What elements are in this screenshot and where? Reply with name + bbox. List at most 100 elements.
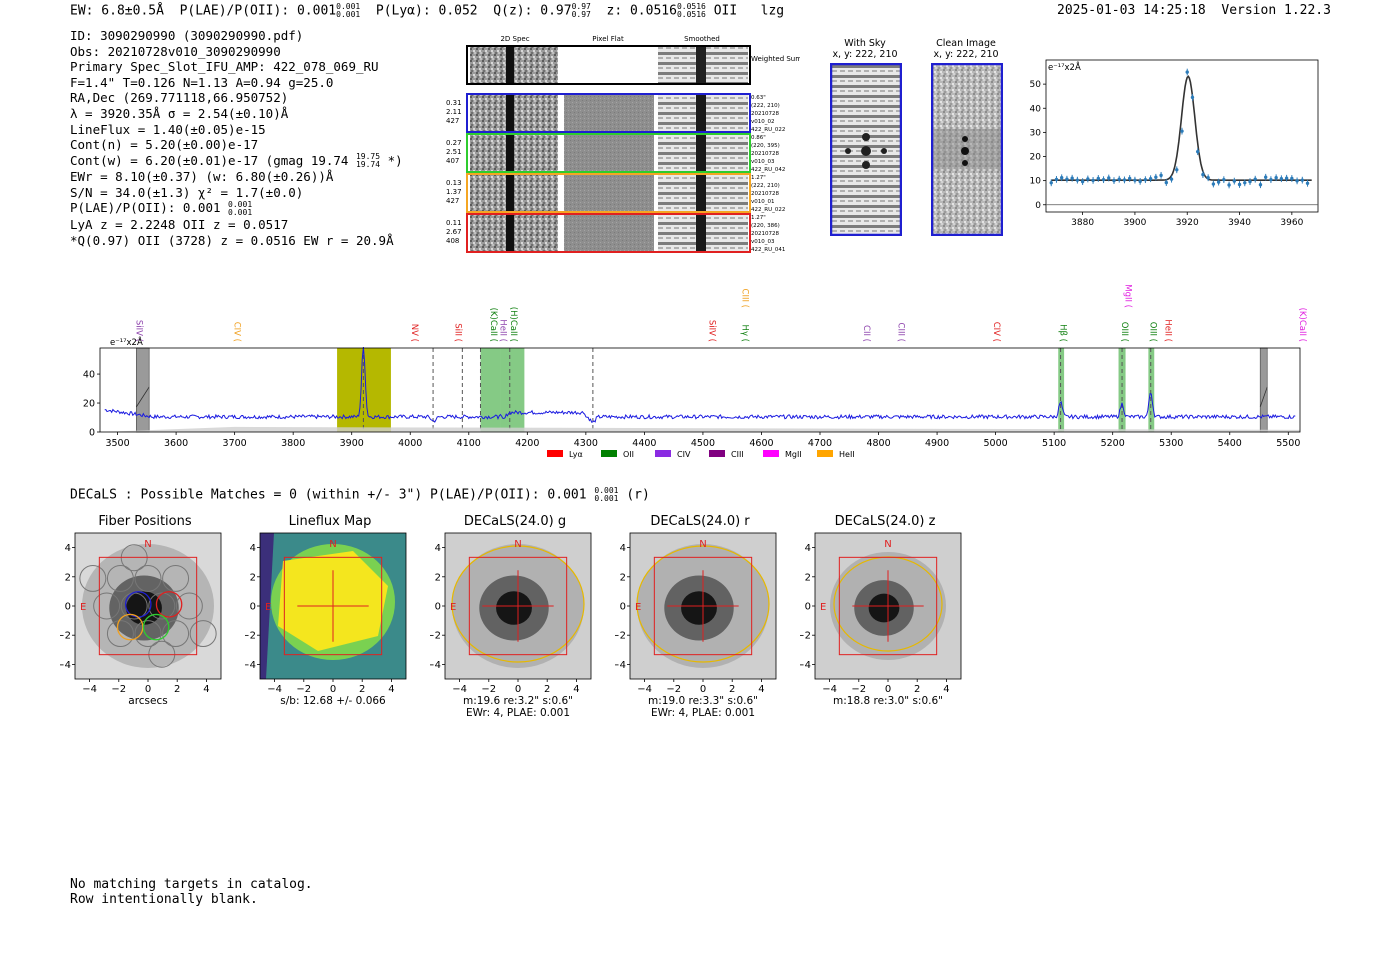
spec-legend-label: OII [623, 450, 634, 459]
spec-line-label: MgII ( [1123, 284, 1133, 308]
spec-xtick-label: 4300 [574, 438, 598, 449]
spec-line-band [1148, 348, 1155, 432]
spec-xtick-label: 4000 [398, 438, 422, 449]
fiber-circle [93, 592, 121, 620]
full-spectrum-plot: SiIV (CIV (NV (SiII ((K)CaII (HeII ((H)C… [83, 284, 1307, 459]
header-qz-hi: 0.97 [571, 2, 591, 11]
detection-info: ID: 3090290990 (3090290990.pdf) Obs: 202… [70, 28, 403, 248]
spec-xtick-label: 3700 [223, 438, 247, 449]
cutout-meta: v010_03 [751, 159, 775, 165]
fit-point [1143, 177, 1148, 182]
panel-caption: arcsecs [128, 695, 167, 707]
info-params: F=1.4" T=0.126 N=1.13 A=0.94 g=25.0 [70, 74, 334, 90]
spec-line-label: CII ( [861, 325, 871, 342]
panel-ytick-label: −4 [800, 660, 811, 671]
cutout-stat: 0.13 [446, 179, 462, 187]
spec-legend-label: Lyα [569, 450, 583, 459]
panel-caption-2: EWr: 4, PLAE: 0.001 [466, 707, 570, 717]
fit-point [1133, 178, 1137, 182]
panel-xtick-label: 4 [573, 684, 579, 695]
fit-point [1201, 172, 1205, 177]
decals-panel-title: DECaLS(24.0) z [834, 514, 936, 529]
cutout-meta: v010_03 [751, 239, 775, 245]
info-primary: Primary Spec_Slot_IFU_AMP: 422_078_069_R… [70, 59, 379, 75]
spec-legend-swatch [709, 450, 725, 457]
panel-ytick-label: −4 [615, 660, 626, 671]
panel-xtick-label: 0 [330, 684, 336, 695]
spec-axes-frame [99, 347, 1301, 433]
spec-line-label: CIV ( [991, 322, 1001, 342]
header-qz-value: 0.97 [540, 3, 572, 19]
panel-caption: m:19.0 re:3.3" s:0.6" [648, 695, 758, 707]
fit-point [1075, 178, 1080, 182]
spec-line-label: CIV ( [232, 322, 242, 342]
east-label: E [635, 602, 641, 613]
spec-line-label: OIII ( [1119, 322, 1129, 342]
footer-line2: Row intentionally blank. [70, 892, 258, 907]
panel-xtick-label: 2 [914, 684, 920, 695]
spec-mask-hatch [135, 386, 150, 408]
header-qz-label: Q(z): [493, 3, 533, 19]
search-box [838, 556, 938, 656]
fit-point [1185, 70, 1189, 74]
fit-point [1122, 178, 1127, 182]
panel-xtick-label: 4 [388, 684, 394, 695]
panel-xtick-label: 2 [174, 684, 180, 695]
fit-point [1258, 183, 1263, 187]
north-label: N [144, 539, 151, 550]
info-contw-end: *) [387, 152, 403, 168]
cutout-meta: 20210728 [751, 191, 779, 197]
panel-ytick-label: 0 [435, 602, 441, 613]
spec-legend-swatch [547, 450, 563, 457]
spec-unit-label: e⁻¹⁷x2Å [110, 336, 143, 348]
col-smooth-label: Smoothed [684, 35, 720, 43]
fiber-highlight [155, 591, 183, 618]
fit-point [1138, 179, 1142, 184]
panel-xtick-label: 4 [943, 684, 949, 695]
spec-legend-label: CIII [731, 450, 744, 459]
fiber-circle [106, 620, 134, 648]
spec-xtick-label: 4100 [457, 438, 481, 449]
fit-axes-frame [1045, 59, 1319, 213]
panel-caption-2: EWr: 4, PLAE: 0.001 [651, 707, 755, 717]
panel-ytick-label: 4 [620, 543, 626, 554]
galaxy-core [868, 593, 900, 623]
panel-xtick-label: 4 [203, 684, 209, 695]
fit-xtick-label: 3940 [1228, 218, 1251, 228]
panel-ytick-label: 2 [65, 572, 71, 583]
panel-ytick-label: −2 [430, 631, 441, 642]
panel-caption: m:19.6 re:3.2" s:0.6" [463, 695, 573, 707]
cutout-meta: 20210728 [751, 151, 779, 157]
spec-line-label: Hγ ( [740, 325, 750, 342]
header-plya-label: P(Lyα): [375, 3, 431, 19]
panel-xtick-label: −2 [851, 684, 866, 695]
fit-xtick-label: 3960 [1280, 218, 1303, 228]
spec-xtick-label: 5500 [1276, 438, 1300, 449]
header-plae-hi: 0.001 [336, 2, 361, 11]
with-sky-title-text: With Sky [844, 38, 886, 49]
fit-point [1222, 177, 1226, 182]
cutout-meta: (220, 395) [751, 143, 780, 149]
cutout-stat: 2.11 [446, 108, 462, 116]
spec-line-label: CIII ( [740, 289, 750, 308]
fit-point [1154, 175, 1158, 179]
search-box [653, 556, 753, 656]
panel-ytick-label: 0 [805, 602, 811, 613]
fit-xtick-label: 3920 [1176, 218, 1199, 228]
spec-line-label: NV ( [409, 324, 419, 342]
fit-point [1107, 176, 1111, 180]
fit-point [1180, 129, 1184, 133]
header-timestamp: 2025-01-03 14:25:18 [1057, 3, 1206, 18]
fit-point [1101, 177, 1106, 182]
spec-line-label: HeII ( [497, 319, 507, 342]
fit-point [1269, 177, 1273, 182]
fit-ytick-label: 10 [1030, 177, 1042, 187]
aperture-ellipse [636, 545, 770, 663]
fiber-circle [134, 620, 162, 648]
header-right: 2025-01-03 14:25:18 Version 1.22.3 [1057, 3, 1331, 18]
spec-xtick-label: 4400 [632, 438, 656, 449]
col-flat-label: Pixel Flat [592, 35, 624, 43]
